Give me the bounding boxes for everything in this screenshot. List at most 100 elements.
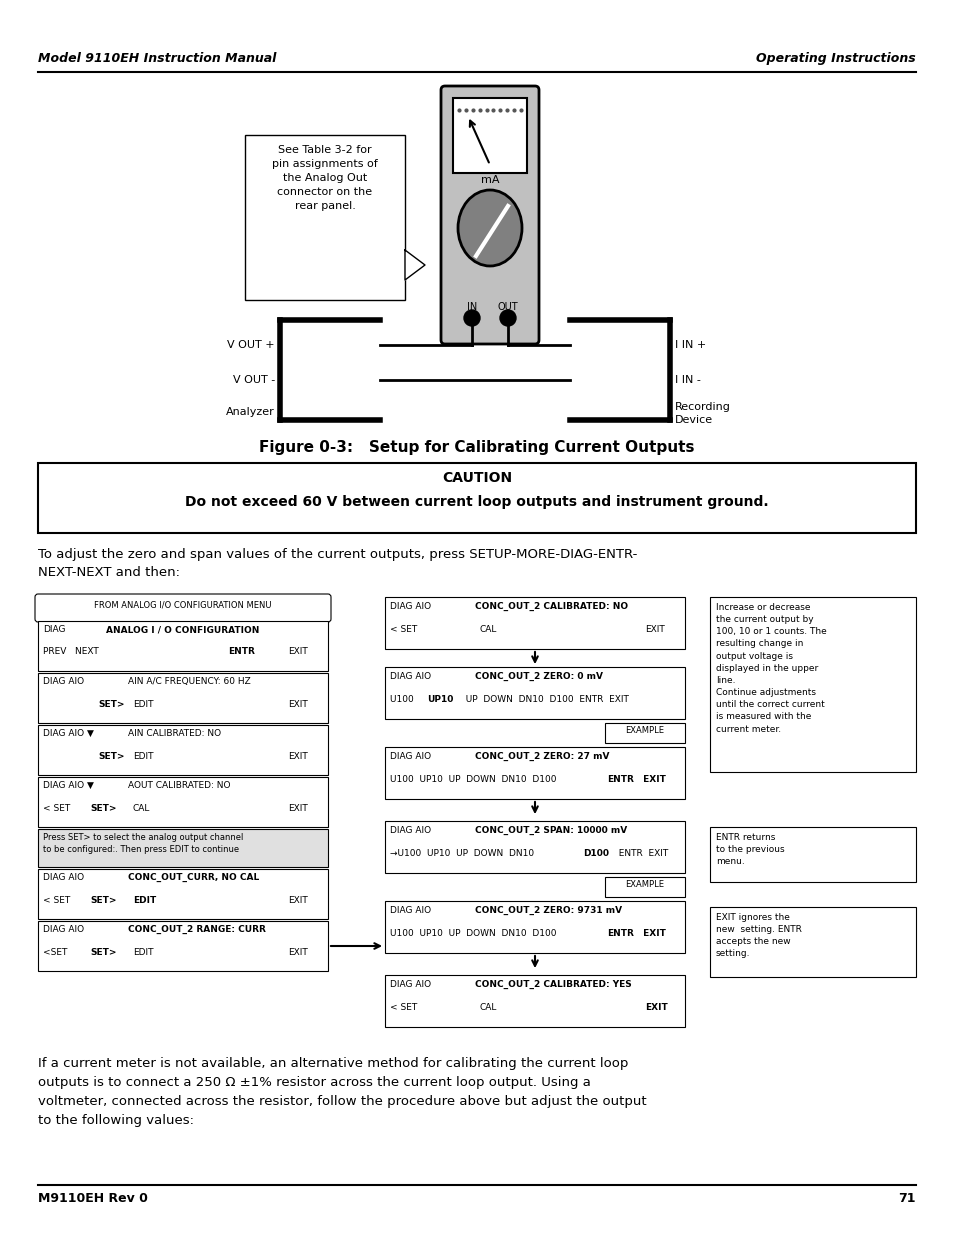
Text: <SET: <SET — [43, 948, 68, 957]
Text: < SET: < SET — [43, 804, 71, 813]
Text: DIAG AIO: DIAG AIO — [390, 826, 431, 835]
Text: CONC_OUT_2 ZERO: 27 mV: CONC_OUT_2 ZERO: 27 mV — [475, 752, 609, 761]
Text: To adjust the zero and span values of the current outputs, press SETUP-MORE-DIAG: To adjust the zero and span values of th… — [38, 548, 637, 579]
Text: 71: 71 — [898, 1192, 915, 1205]
FancyBboxPatch shape — [35, 594, 331, 622]
Bar — [245, 135, 405, 300]
Text: AIN CALIBRATED: NO: AIN CALIBRATED: NO — [128, 729, 221, 739]
Text: Figure 0-3:   Setup for Calibrating Current Outputs: Figure 0-3: Setup for Calibrating Curren… — [259, 440, 694, 454]
Text: < SET: < SET — [43, 897, 71, 905]
Text: EXIT: EXIT — [288, 948, 308, 957]
Ellipse shape — [457, 190, 521, 266]
Text: EXAMPLE: EXAMPLE — [625, 726, 664, 735]
Bar — [385, 667, 684, 719]
Text: U100  UP10  UP  DOWN  DN10  D100: U100 UP10 UP DOWN DN10 D100 — [390, 776, 561, 784]
Text: SET>: SET> — [98, 752, 125, 761]
Text: SET>: SET> — [98, 700, 125, 709]
Text: CAL: CAL — [479, 1003, 497, 1011]
Text: CONC_OUT_2 CALIBRATED: YES: CONC_OUT_2 CALIBRATED: YES — [475, 981, 631, 989]
Text: M9110EH Rev 0: M9110EH Rev 0 — [38, 1192, 148, 1205]
Text: EXIT: EXIT — [288, 647, 308, 656]
Circle shape — [463, 310, 479, 326]
Text: V OUT -: V OUT - — [233, 375, 274, 385]
Text: SET>: SET> — [90, 948, 116, 957]
Bar — [38, 463, 915, 534]
Text: EXIT: EXIT — [288, 804, 308, 813]
Text: U100  UP10  UP  DOWN  DN10  D100: U100 UP10 UP DOWN DN10 D100 — [390, 929, 561, 939]
Bar — [38, 921, 328, 971]
Text: DIAG AIO: DIAG AIO — [390, 981, 431, 989]
Bar — [385, 902, 684, 953]
Text: CAL: CAL — [479, 625, 497, 634]
Text: ENTR: ENTR — [606, 776, 633, 784]
Text: EXAMPLE: EXAMPLE — [625, 881, 664, 889]
Text: ENTR: ENTR — [606, 929, 633, 939]
Text: ANALOG I / O CONFIGURATION: ANALOG I / O CONFIGURATION — [106, 625, 259, 634]
Text: IN: IN — [466, 303, 476, 312]
Bar — [38, 869, 328, 919]
Text: Press SET> to select the analog output channel
to be configured:. Then press EDI: Press SET> to select the analog output c… — [43, 832, 243, 853]
Text: If a current meter is not available, an alternative method for calibrating the c: If a current meter is not available, an … — [38, 1057, 646, 1128]
Text: DIAG AIO: DIAG AIO — [43, 677, 84, 685]
Text: OUT: OUT — [497, 303, 517, 312]
Text: DIAG AIO ▼: DIAG AIO ▼ — [43, 781, 93, 790]
Text: EXIT: EXIT — [639, 776, 665, 784]
Text: CONC_OUT_2 CALIBRATED: NO: CONC_OUT_2 CALIBRATED: NO — [475, 601, 627, 611]
Text: AOUT CALIBRATED: NO: AOUT CALIBRATED: NO — [128, 781, 231, 790]
Text: CONC_OUT_2 ZERO: 0 mV: CONC_OUT_2 ZERO: 0 mV — [475, 672, 602, 682]
Text: FROM ANALOG I/O CONFIGURATION MENU: FROM ANALOG I/O CONFIGURATION MENU — [94, 600, 272, 609]
Text: DIAG AIO: DIAG AIO — [390, 752, 431, 761]
Text: EDIT: EDIT — [132, 700, 153, 709]
Bar — [709, 597, 915, 772]
Text: SET>: SET> — [90, 804, 116, 813]
Text: DIAG: DIAG — [43, 625, 66, 634]
Text: D100: D100 — [582, 848, 608, 858]
Text: DIAG AIO ▼: DIAG AIO ▼ — [43, 729, 93, 739]
Bar — [38, 673, 328, 722]
Text: DIAG AIO: DIAG AIO — [43, 873, 84, 882]
Bar — [453, 98, 526, 173]
Bar — [709, 827, 915, 882]
Text: < SET: < SET — [390, 625, 416, 634]
Text: ENTR returns
to the previous
menu.: ENTR returns to the previous menu. — [716, 832, 783, 866]
Text: CONC_OUT_CURR, NO CAL: CONC_OUT_CURR, NO CAL — [128, 873, 259, 882]
Text: EXIT: EXIT — [644, 625, 664, 634]
Polygon shape — [405, 249, 424, 280]
Text: Analyzer: Analyzer — [226, 408, 274, 417]
FancyBboxPatch shape — [440, 86, 538, 345]
Text: U100: U100 — [390, 695, 419, 704]
Text: Increase or decrease
the current output by
100, 10 or 1 counts. The
resulting ch: Increase or decrease the current output … — [716, 603, 826, 734]
Bar — [385, 974, 684, 1028]
Text: ENTR: ENTR — [228, 647, 254, 656]
Text: →U100  UP10  UP  DOWN  DN10: →U100 UP10 UP DOWN DN10 — [390, 848, 539, 858]
Circle shape — [499, 310, 516, 326]
Text: PREV   NEXT: PREV NEXT — [43, 647, 99, 656]
Text: DIAG AIO: DIAG AIO — [43, 925, 84, 934]
Text: EDIT: EDIT — [132, 897, 156, 905]
Bar — [38, 725, 328, 776]
Text: Model 9110EH Instruction Manual: Model 9110EH Instruction Manual — [38, 52, 276, 65]
Text: See Table 3-2 for
pin assignments of
the Analog Out
connector on the
rear panel.: See Table 3-2 for pin assignments of the… — [272, 144, 377, 211]
Text: I IN +: I IN + — [675, 340, 705, 350]
Text: DIAG AIO: DIAG AIO — [390, 672, 431, 680]
Bar — [604, 877, 684, 897]
Text: CAL: CAL — [132, 804, 151, 813]
Text: EXIT: EXIT — [639, 929, 665, 939]
Text: DIAG AIO: DIAG AIO — [390, 601, 431, 611]
Text: EXIT: EXIT — [288, 700, 308, 709]
Text: DIAG AIO: DIAG AIO — [390, 906, 431, 915]
Text: I IN -: I IN - — [675, 375, 700, 385]
Text: EDIT: EDIT — [132, 752, 153, 761]
Text: EDIT: EDIT — [132, 948, 153, 957]
Text: CONC_OUT_2 RANGE: CURR: CONC_OUT_2 RANGE: CURR — [128, 925, 266, 934]
Bar — [604, 722, 684, 743]
Text: CONC_OUT_2 SPAN: 10000 mV: CONC_OUT_2 SPAN: 10000 mV — [475, 826, 626, 835]
Text: < SET: < SET — [390, 1003, 416, 1011]
Bar — [38, 777, 328, 827]
Text: SET>: SET> — [90, 897, 116, 905]
Text: EXIT: EXIT — [288, 897, 308, 905]
Text: EXIT: EXIT — [288, 752, 308, 761]
Text: mA: mA — [480, 175, 498, 185]
Bar — [385, 821, 684, 873]
Text: UP  DOWN  DN10  D100  ENTR  EXIT: UP DOWN DN10 D100 ENTR EXIT — [459, 695, 628, 704]
